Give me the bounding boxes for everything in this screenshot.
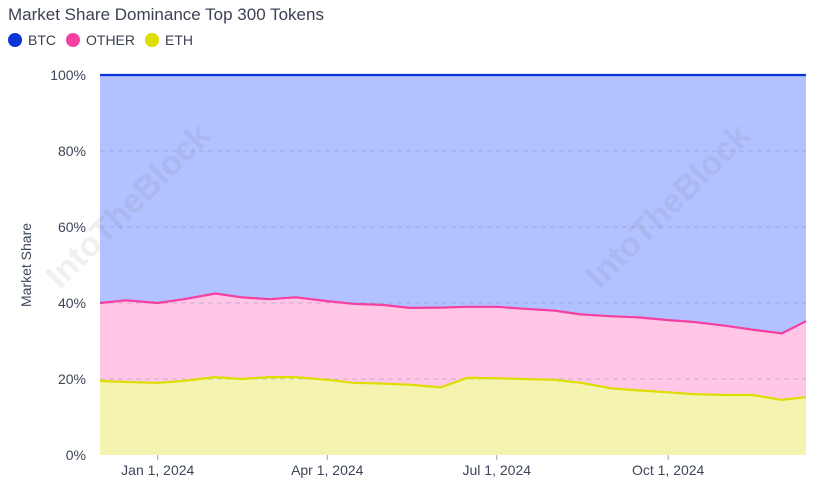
legend-dot-btc (8, 33, 22, 47)
legend-item-other[interactable]: OTHER (66, 32, 135, 48)
x-tick-label: Jan 1, 2024 (121, 462, 194, 478)
y-axis-label: Market Share (18, 223, 34, 307)
area-btc (100, 75, 806, 334)
line-other (99, 292, 807, 335)
y-tick-label: 40% (58, 295, 86, 311)
chart-legend: BTC OTHER ETH (8, 32, 193, 48)
legend-item-eth[interactable]: ETH (145, 32, 193, 48)
y-tick-label: 80% (58, 143, 86, 159)
y-tick-label: 0% (66, 447, 86, 463)
y-tick-label: 60% (58, 219, 86, 235)
legend-dot-eth (145, 33, 159, 47)
y-tick-label: 20% (58, 371, 86, 387)
legend-item-btc[interactable]: BTC (8, 32, 56, 48)
line-eth (99, 376, 807, 401)
legend-dot-other (66, 33, 80, 47)
area-eth (100, 377, 806, 455)
y-tick-label: 100% (50, 67, 86, 83)
area-other (100, 293, 806, 400)
legend-label-other: OTHER (86, 32, 135, 48)
legend-label-btc: BTC (28, 32, 56, 48)
legend-label-eth: ETH (165, 32, 193, 48)
x-tick-label: Oct 1, 2024 (632, 462, 705, 478)
x-tick-label: Apr 1, 2024 (291, 462, 364, 478)
x-tick-label: Jul 1, 2024 (463, 462, 532, 478)
chart-title: Market Share Dominance Top 300 Tokens (8, 5, 324, 24)
